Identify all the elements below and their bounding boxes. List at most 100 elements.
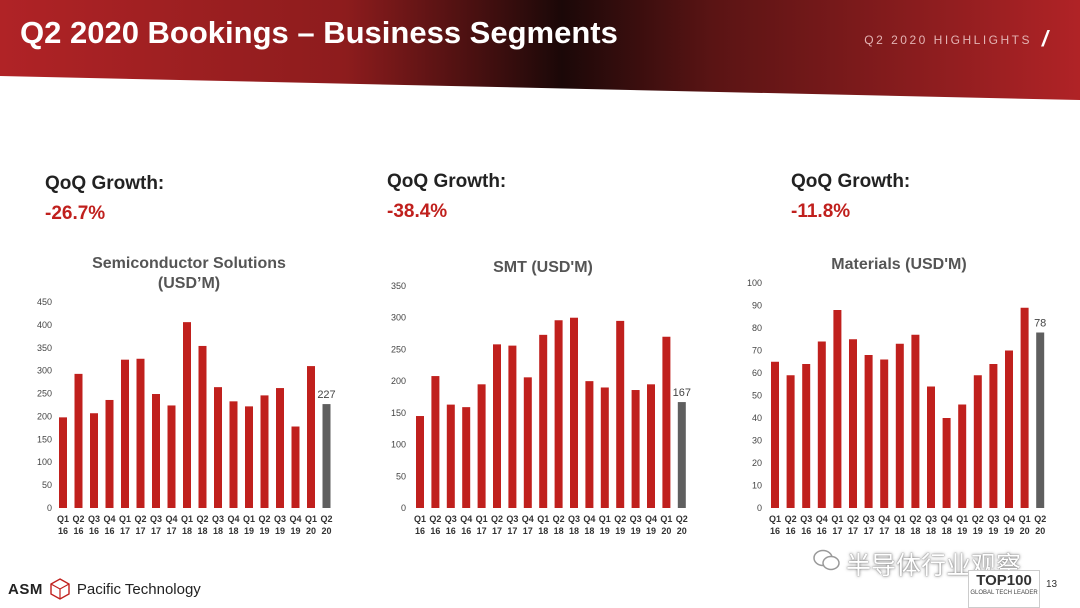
bar	[849, 339, 857, 508]
company-short-name: ASM	[8, 580, 43, 598]
chart-title-line: SMT (USD'M)	[493, 259, 593, 276]
x-tick-label: 18	[895, 526, 905, 536]
x-tick-label: 16	[104, 526, 114, 536]
y-tick-label: 0	[401, 503, 406, 513]
y-tick-label: 450	[37, 297, 52, 307]
y-tick-label: 20	[752, 458, 762, 468]
y-tick-label: 250	[391, 344, 406, 354]
bar	[895, 343, 904, 508]
x-tick-label: 19	[646, 526, 656, 536]
x-tick-label: 17	[477, 526, 487, 536]
y-tick-label: 400	[37, 320, 52, 330]
bar	[121, 359, 129, 508]
x-tick-label: Q1	[537, 514, 549, 524]
x-tick-label: 20	[1020, 526, 1030, 536]
y-tick-label: 100	[391, 440, 406, 450]
bar	[136, 358, 145, 508]
x-tick-label: 18	[942, 526, 952, 536]
bar	[539, 334, 548, 508]
bar	[214, 387, 222, 508]
data-label: 167	[673, 387, 691, 399]
x-tick-label: Q4	[645, 514, 657, 524]
cube-logo-icon	[50, 578, 70, 600]
x-tick-label: 16	[415, 526, 425, 536]
x-tick-label: Q4	[165, 514, 177, 524]
x-tick-label: Q4	[878, 514, 890, 524]
x-tick-label: Q4	[1003, 514, 1015, 524]
bar	[585, 381, 594, 508]
header-banner	[0, 0, 1080, 100]
x-tick-label: Q1	[894, 514, 906, 524]
x-tick-label: 19	[988, 526, 998, 536]
x-tick-label: Q4	[583, 514, 595, 524]
x-tick-label: Q2	[909, 514, 921, 524]
x-tick-label: Q3	[506, 514, 518, 524]
x-tick-label: Q1	[181, 514, 193, 524]
x-tick-label: 19	[600, 526, 610, 536]
x-tick-label: 17	[151, 526, 161, 536]
x-tick-label: Q3	[630, 514, 642, 524]
x-tick-label: Q3	[445, 514, 457, 524]
bar	[677, 402, 686, 508]
bar	[198, 345, 207, 508]
bar	[322, 404, 331, 508]
x-tick-label: Q1	[414, 514, 426, 524]
y-tick-label: 70	[752, 346, 762, 356]
x-tick-label: 18	[197, 526, 207, 536]
x-tick-label: Q1	[831, 514, 843, 524]
y-tick-label: 300	[37, 366, 52, 376]
x-tick-label: 18	[213, 526, 223, 536]
x-tick-label: Q3	[150, 514, 162, 524]
bar	[554, 320, 563, 508]
bar	[662, 336, 671, 508]
section-label: Q2 2020 HIGHLIGHTS	[864, 33, 1032, 47]
x-tick-label: 16	[58, 526, 68, 536]
qoq-growth-value-smt: -38.4%	[387, 201, 448, 222]
y-tick-label: 10	[752, 481, 762, 491]
x-tick-label: Q1	[119, 514, 131, 524]
chart-title-line: Materials (USD'M)	[831, 256, 966, 273]
x-tick-label: Q2	[553, 514, 565, 524]
x-tick-label: 18	[584, 526, 594, 536]
x-tick-label: Q2	[429, 514, 441, 524]
y-tick-label: 60	[752, 368, 762, 378]
x-tick-label: 18	[926, 526, 936, 536]
x-tick-label: 17	[135, 526, 145, 536]
x-tick-label: 16	[73, 526, 83, 536]
x-tick-label: Q2	[1034, 514, 1046, 524]
x-tick-label: Q1	[769, 514, 781, 524]
bar	[446, 404, 455, 508]
wechat-icon	[813, 549, 840, 571]
bar	[74, 373, 83, 508]
x-tick-label: 16	[817, 526, 827, 536]
bar	[631, 390, 640, 508]
qoq-growth-label-materials: QoQ Growth:	[791, 171, 911, 192]
y-tick-label: 350	[391, 281, 406, 291]
y-tick-label: 200	[391, 376, 406, 386]
bar	[167, 405, 176, 508]
chart-title-line: Semiconductor Solutions	[92, 255, 286, 272]
x-tick-label: Q4	[227, 514, 239, 524]
y-tick-label: 0	[757, 503, 762, 513]
bar	[90, 413, 98, 508]
bar	[416, 416, 424, 508]
y-tick-label: 150	[391, 408, 406, 418]
bar	[431, 376, 440, 508]
bar	[1036, 332, 1045, 508]
bar	[864, 355, 873, 508]
x-tick-label: Q3	[274, 514, 286, 524]
x-tick-label: Q2	[134, 514, 146, 524]
y-tick-label: 200	[37, 411, 52, 421]
bar	[477, 384, 486, 508]
x-tick-label: Q1	[57, 514, 69, 524]
x-tick-label: Q3	[925, 514, 937, 524]
x-tick-label: 17	[166, 526, 176, 536]
bar	[493, 344, 501, 508]
x-tick-label: 16	[461, 526, 471, 536]
bar	[647, 384, 655, 508]
x-tick-label: Q2	[614, 514, 626, 524]
bar	[1005, 350, 1013, 508]
bar	[570, 317, 578, 508]
bar	[307, 366, 315, 508]
y-tick-label: 150	[37, 434, 52, 444]
